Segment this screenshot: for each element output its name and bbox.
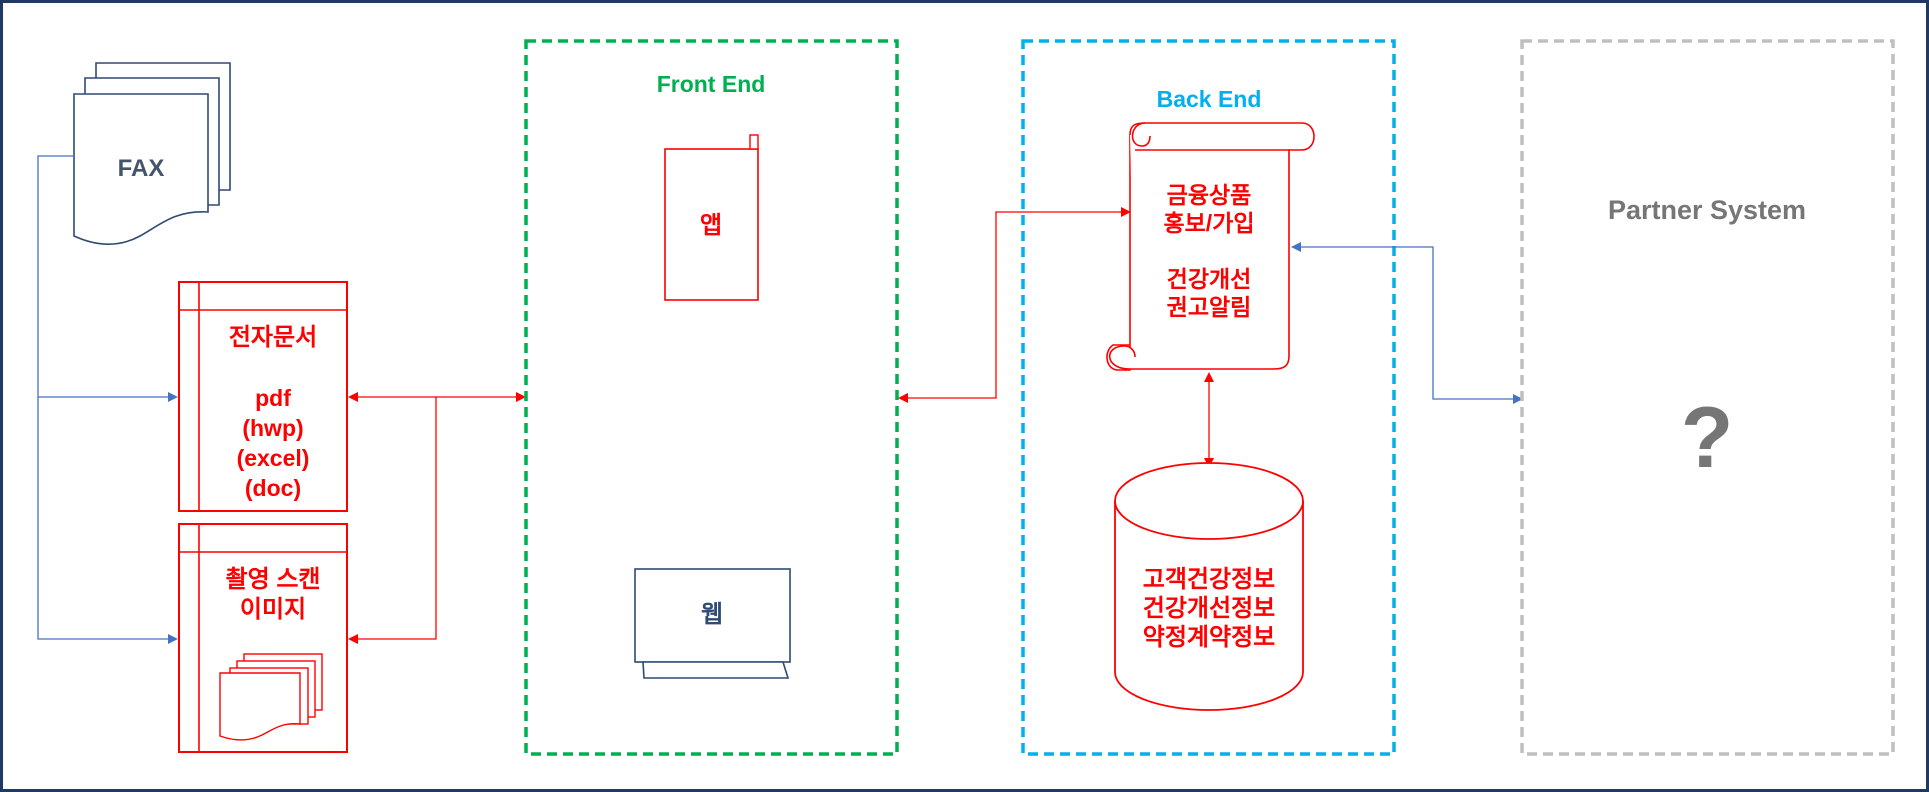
- edoc-format-doc: (doc): [245, 475, 301, 501]
- docs-frontend-connectors: [348, 392, 526, 644]
- partner-title: Partner System: [1608, 195, 1806, 225]
- backend-title: Back End: [1157, 86, 1262, 112]
- app-label: 앱: [700, 212, 722, 239]
- scroll-line5: 권고알림: [1167, 294, 1252, 320]
- scroll-line2: 홍보/가입: [1163, 210, 1254, 236]
- scan-title-line2: 이미지: [240, 596, 306, 623]
- edoc-box: 전자문서 pdf (hwp) (excel) (doc): [178, 281, 348, 512]
- fax-connectors: [37, 155, 178, 644]
- db-line3: 약정계약정보: [1143, 624, 1275, 651]
- mobile-phone-icon: 앱: [664, 134, 759, 301]
- scan-box: 촬영 스캔 이미지: [178, 523, 348, 753]
- frontend-title: Front End: [657, 71, 766, 97]
- scroll-icon: [1106, 122, 1315, 371]
- fax-document-stack-icon: FAX: [73, 62, 231, 246]
- monitor-icon: 웹: [634, 568, 791, 679]
- edoc-format-hwp: (hwp): [242, 415, 303, 441]
- fax-to-edoc-arrow: [37, 155, 178, 402]
- web-label: 웹: [701, 601, 723, 628]
- fax-to-scan-arrow: [37, 397, 178, 644]
- partner-container: Partner System ?: [1520, 39, 1895, 756]
- scroll-line1: 금융상품: [1167, 182, 1252, 208]
- db-line2: 건강개선정보: [1143, 595, 1275, 622]
- document-stack-icon: [219, 653, 323, 741]
- backend-container: Back End 금융상품 홍보/가입 건강개선 권고알림 고객건강정보 건강개…: [1021, 39, 1396, 756]
- frontend-to-scan-arrow: [348, 397, 437, 644]
- edoc-format-pdf: pdf: [255, 385, 291, 411]
- frontend-container: Front End 앱 웹: [524, 39, 899, 756]
- partner-unknown-mark: ?: [1681, 390, 1734, 486]
- database-cylinder-icon: [1114, 462, 1304, 711]
- edoc-title: 전자문서: [229, 324, 317, 351]
- db-line1: 고객건강정보: [1143, 566, 1275, 593]
- scan-title-line1: 촬영 스캔: [226, 566, 321, 593]
- backend-partner-arrow: [1291, 242, 1523, 404]
- frontend-backend-arrow: [898, 207, 1131, 403]
- edoc-format-excel: (excel): [237, 445, 310, 471]
- fax-label: FAX: [118, 155, 165, 182]
- scroll-line4: 건강개선: [1167, 266, 1252, 292]
